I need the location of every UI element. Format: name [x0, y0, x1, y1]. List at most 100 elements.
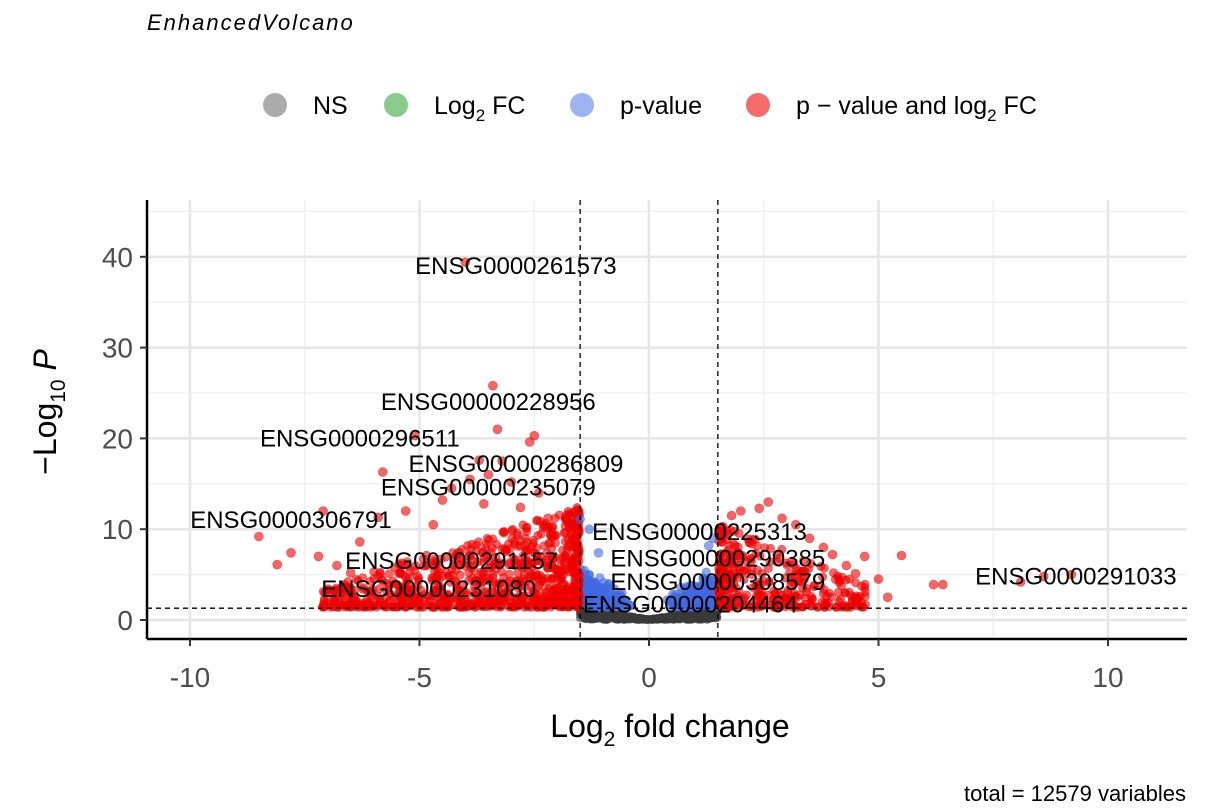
point-both [873, 574, 884, 584]
point-both [882, 592, 893, 603]
point-ns [686, 613, 696, 623]
legend-label-p: p-value [620, 92, 702, 120]
point-both [509, 536, 519, 546]
point-both [496, 602, 506, 612]
point-both [428, 519, 439, 530]
point-both [394, 559, 404, 569]
point-both [499, 528, 509, 538]
point-both [511, 580, 521, 590]
gene-label: ENSG00000291157 [345, 548, 558, 575]
point-both [545, 583, 555, 593]
point-both [456, 602, 466, 612]
legend-item-p: p-value [570, 92, 702, 120]
point-both [559, 528, 569, 538]
point-p [609, 591, 619, 601]
point-both [362, 602, 372, 612]
legend-label-fc: Log2 FC [434, 92, 525, 125]
gene-label: ENSG00000204464 [583, 592, 798, 619]
point-both [516, 592, 526, 602]
legend-key-ns [263, 93, 287, 117]
gene-label: ENSG0000291033 [975, 563, 1177, 590]
point-both [896, 550, 907, 561]
y-tick-label: 10 [102, 514, 133, 545]
point-both [358, 583, 368, 593]
point-both [827, 549, 838, 560]
y-tick-label: 20 [102, 423, 133, 454]
point-both [497, 544, 507, 554]
point-both [547, 574, 557, 584]
y-tick-label: 0 [117, 605, 133, 636]
point-both [465, 549, 475, 559]
point-both [798, 602, 808, 612]
point-both [464, 575, 474, 585]
point-both [493, 558, 503, 568]
legend-item-ns: NS [263, 92, 348, 120]
y-tick-label: 30 [102, 333, 133, 364]
point-both [835, 595, 845, 605]
point-both [392, 596, 402, 606]
legend-key-p [570, 93, 594, 117]
x-axis-title-pre: Log [550, 708, 603, 744]
point-both [330, 593, 340, 603]
point-both [849, 592, 859, 602]
legend-item-both: p − value and log2 FC [746, 92, 1037, 125]
point-both [405, 585, 415, 595]
legend-item-fc: Log2 FC [384, 92, 525, 125]
point-both [324, 585, 334, 595]
point-both [937, 579, 948, 590]
point-both [447, 564, 457, 574]
point-both [369, 574, 379, 584]
point-both [428, 588, 438, 598]
point-both [555, 565, 565, 575]
point-p [696, 590, 706, 600]
point-both [567, 557, 577, 567]
point-both [396, 590, 406, 600]
point-ns [580, 611, 590, 620]
x-tick-label: -10 [170, 662, 210, 693]
point-both [471, 540, 481, 550]
point-both [456, 594, 466, 604]
point-both [439, 592, 449, 602]
point-both [484, 556, 494, 566]
point-both [838, 602, 848, 612]
point-both [396, 567, 406, 577]
point-both [561, 510, 572, 521]
point-p [603, 600, 613, 610]
point-both [841, 560, 852, 571]
point-both [834, 578, 844, 588]
point-both [368, 585, 378, 595]
point-both [553, 598, 563, 608]
x-axis-title-sub: 2 [604, 728, 616, 751]
point-both [451, 551, 461, 561]
point-both [272, 559, 283, 570]
point-p [681, 602, 691, 612]
point-both [531, 555, 541, 565]
point-both [375, 569, 385, 579]
point-p [595, 573, 605, 583]
point-both [573, 545, 583, 555]
point-both [401, 602, 411, 612]
point-both [533, 530, 543, 540]
legend-label-both: p − value and log2 FC [796, 92, 1037, 125]
point-both [337, 583, 347, 593]
point-both [569, 507, 579, 517]
point-both [492, 424, 503, 435]
point-both [536, 571, 546, 581]
gene-label: ENSG0000296511 [260, 425, 460, 452]
point-both [418, 554, 428, 564]
data-points [254, 257, 1077, 624]
point-p [691, 600, 701, 610]
point-both [547, 521, 558, 532]
point-both [520, 541, 530, 551]
point-both [332, 560, 342, 571]
y-axis-ticks: 0 10 20 30 40 [102, 242, 147, 636]
point-both [515, 502, 526, 513]
point-p [703, 575, 713, 585]
gene-label: ENSG00000235079 [381, 474, 596, 501]
point-both [418, 596, 428, 606]
point-both [520, 553, 530, 563]
point-both [928, 579, 939, 590]
x-tick-label: 0 [641, 662, 657, 693]
point-both [521, 523, 531, 533]
